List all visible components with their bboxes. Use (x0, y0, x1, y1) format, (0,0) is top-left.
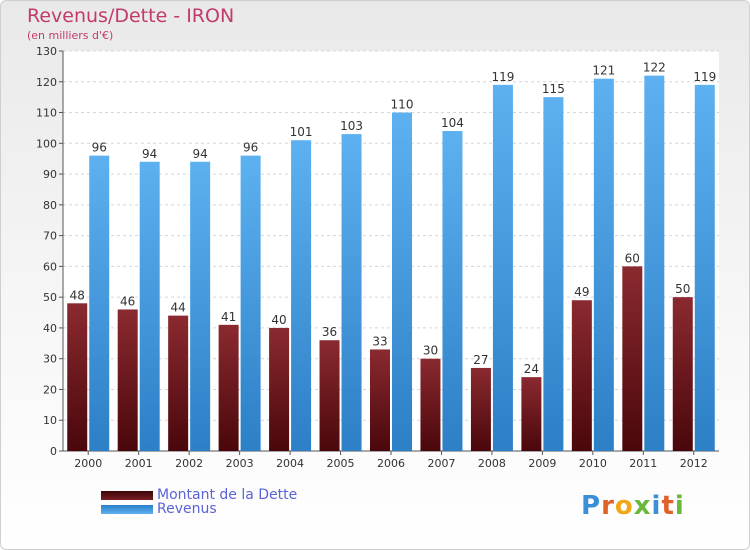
data-label: 119 (693, 70, 716, 84)
bar-dette (622, 266, 643, 451)
y-tick-label: 40 (43, 322, 57, 335)
x-tick-label: 2001 (125, 457, 153, 470)
y-tick-label: 60 (43, 260, 57, 273)
data-label: 96 (243, 141, 258, 155)
data-label: 50 (675, 282, 690, 296)
bar-revenus (139, 161, 160, 451)
y-tick-label: 0 (50, 445, 57, 458)
data-label: 49 (574, 285, 589, 299)
y-tick-label: 100 (36, 137, 57, 150)
data-label: 96 (92, 141, 107, 155)
bar-dette (370, 349, 390, 451)
y-tick-label: 110 (36, 107, 57, 120)
bar-revenus (341, 134, 362, 452)
bar-revenus (442, 131, 463, 451)
bar-revenus (492, 84, 513, 451)
legend-item-revenus: Revenus (101, 501, 217, 517)
bar-dette (67, 303, 88, 451)
bar-dette (521, 377, 542, 451)
y-tick-label: 20 (43, 383, 57, 396)
data-label: 119 (491, 70, 514, 84)
bar-revenus (240, 155, 261, 451)
chart-subtitle: (en milliers d'€) (27, 29, 114, 42)
data-label: 115 (542, 82, 565, 96)
x-tick-label: 2005 (327, 457, 355, 470)
data-label: 110 (391, 98, 414, 112)
data-label: 27 (473, 353, 488, 367)
bar-dette (218, 324, 239, 451)
data-label: 48 (70, 288, 85, 302)
x-tick-label: 2006 (377, 457, 405, 470)
bar-dette (571, 300, 592, 451)
data-label: 121 (592, 64, 615, 78)
data-label: 103 (340, 119, 363, 133)
logo-letter: t (661, 491, 675, 521)
data-label: 60 (625, 251, 640, 265)
data-label: 36 (322, 325, 337, 339)
legend-label-dette: Montant de la Dette (157, 487, 298, 503)
bar-revenus (392, 112, 412, 452)
y-tick-label: 90 (43, 168, 57, 181)
x-tick-label: 2003 (226, 457, 254, 470)
data-label: 41 (221, 310, 236, 324)
bar-dette (117, 309, 138, 451)
y-tick-label: 80 (43, 199, 57, 212)
legend-item-dette: Montant de la Dette (101, 487, 297, 503)
data-label: 104 (441, 116, 464, 130)
logo-letter: o (614, 491, 634, 521)
data-label: 94 (193, 147, 208, 161)
legend-label-revenus: Revenus (157, 501, 217, 517)
proxiti-logo: Proxiti (581, 491, 685, 521)
bar-revenus (89, 155, 110, 451)
bar-dette (420, 358, 441, 451)
logo-letter: P (581, 491, 602, 521)
bar-dette (470, 367, 491, 451)
bar-revenus (644, 75, 665, 451)
bar-dette (672, 297, 693, 451)
y-tick-label: 30 (43, 353, 57, 366)
bar-dette (269, 327, 290, 451)
bar-revenus (291, 140, 312, 451)
x-tick-label: 2012 (680, 457, 708, 470)
bar-dette (168, 315, 189, 451)
logo-letter: i (674, 491, 685, 521)
y-tick-label: 130 (36, 45, 57, 58)
bar-revenus (543, 97, 564, 452)
bar-revenus (694, 84, 715, 451)
y-tick-label: 50 (43, 291, 57, 304)
x-tick-label: 2009 (528, 457, 556, 470)
y-tick-label: 10 (43, 414, 57, 427)
x-tick-label: 2008 (478, 457, 506, 470)
y-tick-label: 120 (36, 76, 57, 89)
data-label: 33 (372, 334, 387, 348)
logo-letter: i (651, 491, 662, 521)
data-label: 94 (142, 147, 157, 161)
x-tick-label: 2007 (427, 457, 455, 470)
chart-title: Revenus/Dette - IRON (27, 5, 235, 27)
x-tick-label: 2000 (74, 457, 102, 470)
bar-revenus (593, 78, 614, 451)
bar-dette (319, 340, 340, 451)
x-tick-label: 2011 (629, 457, 657, 470)
data-label: 44 (171, 301, 186, 315)
logo-letter: x (633, 491, 652, 521)
legend-swatch-dette (101, 490, 153, 500)
data-label: 122 (643, 61, 666, 75)
x-tick-label: 2010 (579, 457, 607, 470)
x-tick-label: 2004 (276, 457, 304, 470)
data-label: 24 (524, 362, 539, 376)
x-tick-label: 2002 (175, 457, 203, 470)
data-label: 101 (290, 125, 313, 139)
data-label: 46 (120, 294, 135, 308)
data-label: 40 (271, 313, 286, 327)
bar-revenus (190, 161, 211, 451)
y-tick-label: 70 (43, 230, 57, 243)
legend-swatch-revenus (101, 504, 153, 514)
logo-letter: r (601, 491, 615, 521)
data-label: 30 (423, 344, 438, 358)
